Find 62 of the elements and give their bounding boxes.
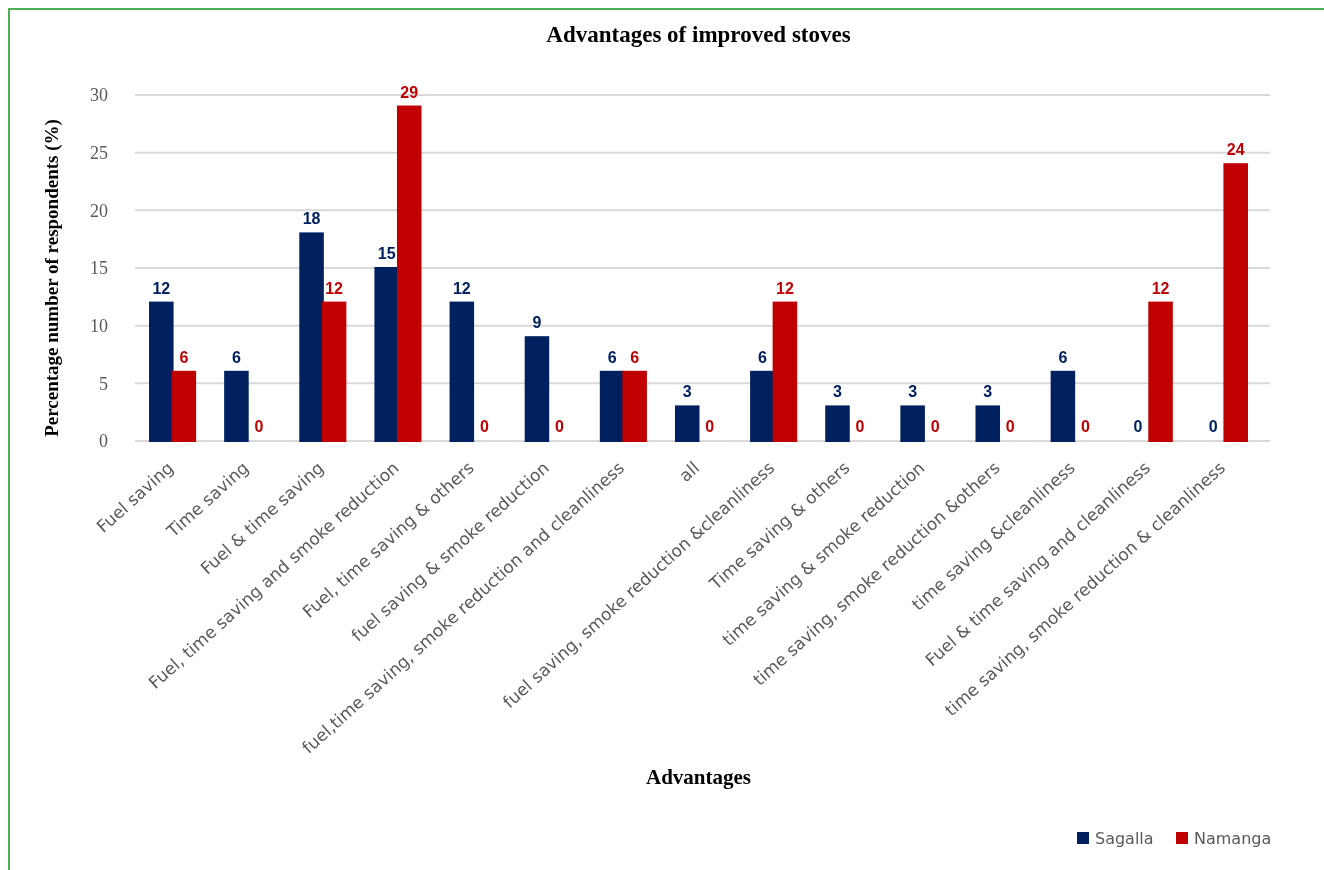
bar bbox=[674, 405, 700, 442]
y-tick-label: 10 bbox=[90, 315, 108, 336]
data-label: 0 bbox=[479, 418, 489, 435]
data-label: 12 bbox=[452, 279, 471, 297]
bar bbox=[1050, 370, 1076, 442]
y-axis-title: Percentage number of respondents (%) bbox=[41, 119, 63, 437]
bar bbox=[396, 105, 422, 442]
data-label: 0 bbox=[1080, 418, 1090, 435]
data-label: 24 bbox=[1226, 141, 1245, 159]
data-label: 0 bbox=[855, 418, 865, 435]
y-tick-label: 30 bbox=[90, 85, 108, 106]
bar bbox=[599, 370, 625, 442]
bar bbox=[524, 336, 550, 442]
data-label: 0 bbox=[930, 418, 940, 435]
chart-title: Advantages of improved stoves bbox=[546, 22, 851, 47]
data-label: 3 bbox=[908, 383, 918, 401]
data-label: 0 bbox=[1133, 418, 1143, 435]
bar bbox=[750, 370, 775, 442]
bar bbox=[772, 301, 798, 442]
data-label: 3 bbox=[682, 383, 692, 401]
data-label: 3 bbox=[983, 383, 993, 401]
data-label: 29 bbox=[400, 83, 419, 101]
y-tick-label: 20 bbox=[90, 200, 108, 221]
data-label: 6 bbox=[179, 348, 189, 366]
bar bbox=[374, 267, 399, 442]
legend-label: Sagalla bbox=[1095, 828, 1154, 848]
legend-label: Namanga bbox=[1194, 828, 1272, 848]
y-tick-label: 15 bbox=[90, 258, 108, 279]
bar bbox=[299, 232, 324, 442]
bar bbox=[825, 405, 850, 442]
x-axis-title: Advantages bbox=[645, 765, 752, 789]
data-label: 0 bbox=[705, 418, 715, 435]
bar bbox=[171, 370, 197, 442]
data-label: 12 bbox=[776, 279, 794, 297]
data-label: 0 bbox=[555, 418, 565, 435]
y-tick-label: 0 bbox=[99, 431, 108, 452]
bar bbox=[900, 405, 925, 442]
data-label: 0 bbox=[1208, 418, 1218, 435]
data-label: 18 bbox=[302, 210, 321, 228]
data-label: 0 bbox=[1005, 418, 1015, 435]
data-label: 12 bbox=[152, 279, 171, 297]
y-tick-label: 5 bbox=[99, 373, 108, 394]
bar bbox=[224, 370, 249, 442]
bar bbox=[149, 301, 174, 442]
data-label: 15 bbox=[377, 245, 396, 262]
data-label: 6 bbox=[757, 348, 767, 366]
bar bbox=[1223, 163, 1248, 442]
data-label: 12 bbox=[325, 279, 344, 297]
bar bbox=[1148, 301, 1173, 442]
data-label: 6 bbox=[607, 348, 617, 366]
y-tick-label: 25 bbox=[90, 142, 108, 163]
data-label: 6 bbox=[231, 348, 241, 366]
bar bbox=[321, 301, 347, 442]
data-label: 12 bbox=[1151, 279, 1170, 297]
data-label: 6 bbox=[630, 348, 640, 366]
data-label: 9 bbox=[532, 314, 542, 332]
bar bbox=[975, 405, 1001, 442]
data-label: 0 bbox=[254, 418, 264, 435]
data-label: 3 bbox=[833, 383, 843, 401]
bar bbox=[449, 301, 475, 442]
bar bbox=[622, 370, 647, 442]
data-label: 6 bbox=[1058, 348, 1068, 366]
